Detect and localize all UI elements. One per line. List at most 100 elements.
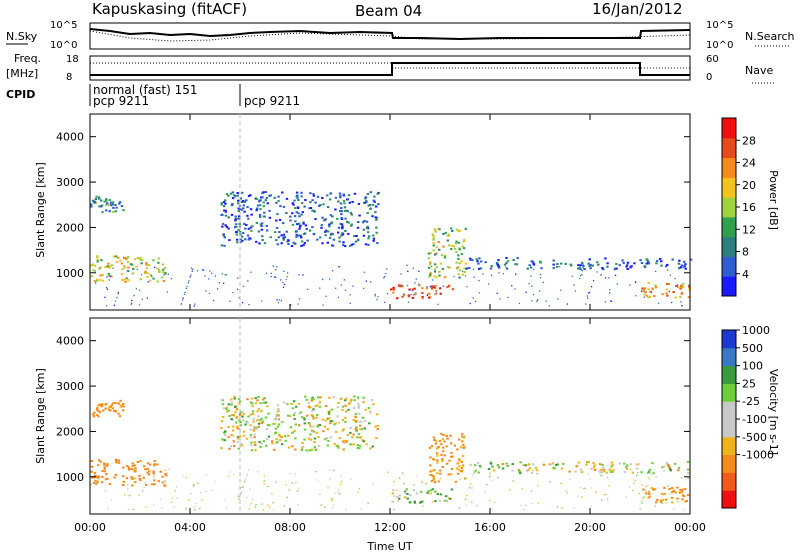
- echo-cell: [110, 275, 113, 278]
- echo-cell: [117, 256, 120, 259]
- echo-cell: [96, 408, 99, 411]
- echo-cell: [232, 414, 235, 417]
- colorbar-segment: [722, 490, 736, 509]
- echo-cell: [114, 458, 118, 461]
- echo-cell: [411, 288, 415, 291]
- noise-cell: [496, 292, 498, 294]
- noise-cell: [528, 283, 530, 285]
- echo-cell: [618, 462, 622, 465]
- echo-cell: [642, 488, 645, 491]
- echo-cell: [103, 467, 106, 470]
- echo-cell: [158, 269, 161, 271]
- echo-cell: [250, 441, 253, 444]
- noise-cell: [525, 504, 527, 507]
- echo-cell: [101, 279, 105, 282]
- echo-cell: [164, 272, 167, 275]
- noise-cell: [581, 274, 583, 276]
- noise-cell: [267, 486, 269, 488]
- echo-cell: [274, 432, 277, 435]
- echo-cell: [230, 204, 234, 207]
- echo-cell: [264, 416, 268, 419]
- echo-cell: [444, 231, 447, 234]
- echo-cell: [450, 451, 453, 454]
- colorbar-segment: [722, 436, 736, 456]
- echo-cell: [473, 464, 477, 467]
- echo-cell: [288, 415, 292, 418]
- echo-cell: [277, 199, 280, 202]
- echo-cell: [427, 266, 431, 269]
- noise-cell: [585, 303, 587, 305]
- noise-cell: [509, 489, 511, 491]
- echo-cell: [312, 398, 315, 401]
- echo-cell: [625, 467, 629, 470]
- noise-cell: [335, 287, 337, 289]
- echo-cell: [354, 416, 357, 418]
- echo-cell: [450, 244, 454, 247]
- echo-cell: [677, 262, 681, 265]
- echo-cell: [430, 445, 434, 448]
- echo-cell: [371, 203, 375, 206]
- echo-cell: [441, 458, 444, 461]
- noise-cell: [246, 496, 248, 499]
- noise-cell: [406, 264, 408, 266]
- echo-cell: [343, 441, 346, 444]
- echo-cell: [661, 466, 664, 469]
- echo-cell: [225, 406, 228, 409]
- echo-cell: [126, 256, 129, 259]
- echo-cell: [343, 202, 346, 205]
- echo-cell: [451, 230, 454, 232]
- noise-cell: [439, 477, 441, 480]
- echo-cell: [366, 193, 370, 195]
- echo-cell: [321, 418, 324, 421]
- echo-cell: [117, 412, 120, 415]
- echo-cell: [250, 229, 253, 232]
- noise-cell: [497, 477, 499, 479]
- echo-cell: [146, 471, 149, 474]
- noise-cell: [613, 269, 616, 271]
- noise-cell: [282, 281, 284, 284]
- echo-cell: [458, 276, 461, 279]
- echo-cell: [99, 274, 102, 277]
- noise-cell: [676, 284, 679, 286]
- echo-cell: [220, 427, 223, 430]
- echo-cell: [450, 227, 453, 230]
- echo-cell: [92, 415, 96, 418]
- echo-cell: [96, 255, 99, 258]
- echo-cell: [294, 423, 297, 426]
- echo-cell: [100, 199, 103, 202]
- freq-tick-top: 18: [66, 54, 79, 65]
- echo-cell: [227, 409, 230, 412]
- echo-cell: [222, 407, 226, 410]
- echo-cell: [439, 469, 442, 472]
- echo-cell: [680, 264, 684, 267]
- noise-cell: [297, 303, 299, 305]
- noise-cell: [190, 274, 192, 276]
- echo-cell: [435, 440, 438, 443]
- echo-cell: [362, 228, 366, 231]
- noise-cell: [277, 302, 279, 304]
- echo-cell: [432, 244, 435, 247]
- echo-cell: [93, 474, 97, 477]
- echo-cell: [301, 211, 304, 214]
- echo-cell: [112, 255, 116, 258]
- noise-cell: [422, 505, 424, 507]
- echo-cell: [329, 420, 333, 422]
- echo-cell: [220, 202, 223, 205]
- noise-cell: [587, 297, 589, 299]
- noise-cell: [643, 496, 645, 498]
- echo-cell: [136, 257, 140, 259]
- echo-cell: [106, 265, 110, 268]
- noise-cell: [491, 479, 493, 482]
- echo-cell: [295, 191, 299, 194]
- echo-cell: [276, 243, 279, 246]
- echo-cell: [647, 288, 650, 291]
- echo-cell: [276, 425, 280, 428]
- echo-cell: [675, 285, 678, 288]
- echo-cell: [105, 198, 108, 201]
- echo-cell: [320, 226, 323, 229]
- noise-cell: [583, 268, 585, 270]
- noise-cell: [244, 481, 246, 483]
- echo-cell: [442, 232, 445, 235]
